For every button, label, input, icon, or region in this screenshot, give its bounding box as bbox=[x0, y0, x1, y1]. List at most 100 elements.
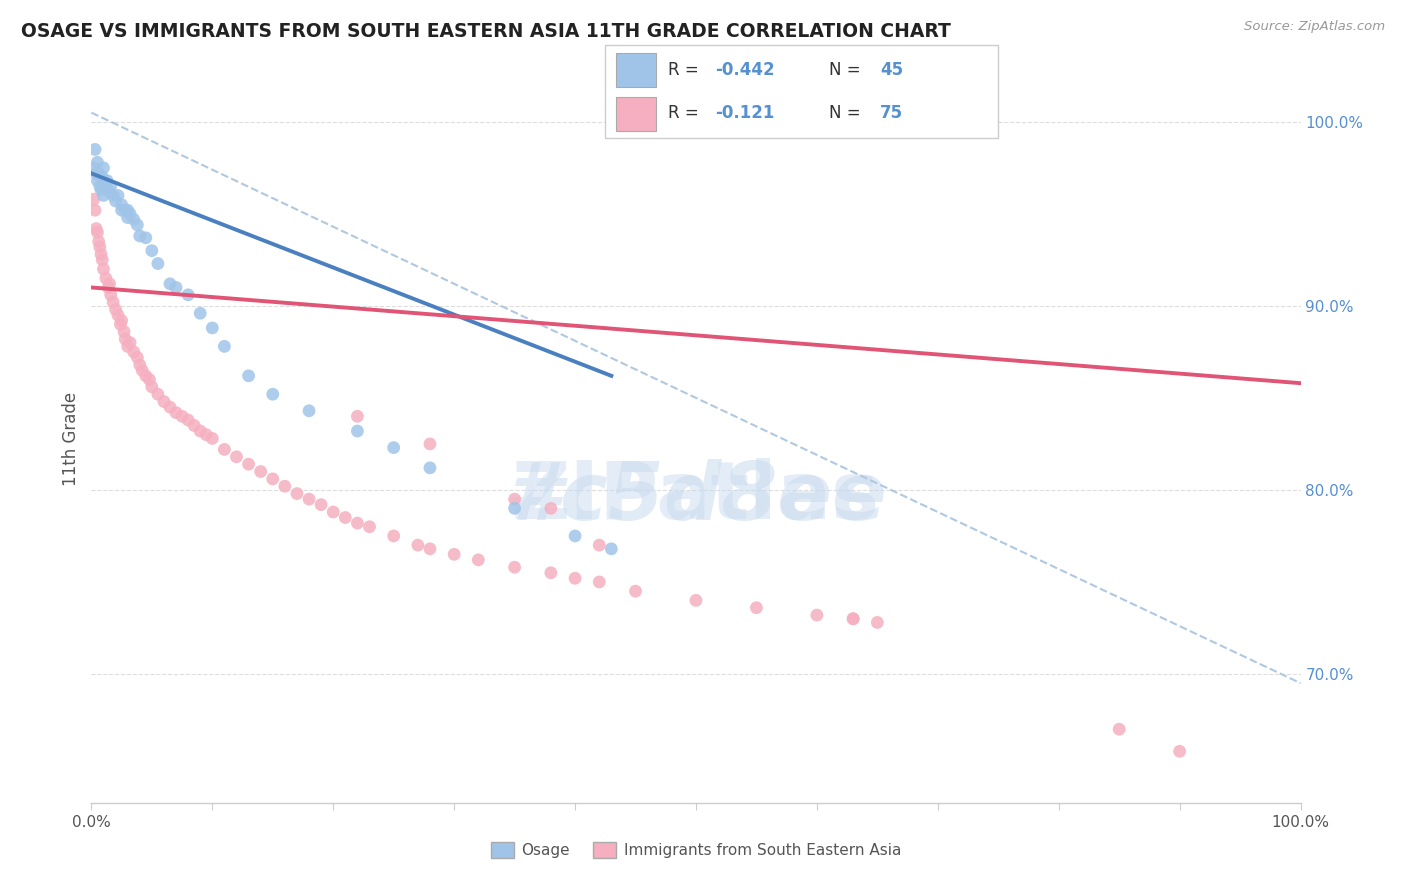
Point bbox=[101, 295, 124, 310]
Point bbox=[120, 207, 142, 221]
Point bbox=[91, 169, 114, 184]
Point bbox=[111, 203, 132, 218]
Point bbox=[100, 179, 122, 194]
Point bbox=[84, 143, 107, 157]
Point bbox=[153, 394, 176, 409]
Text: Source: ZipAtlas.com: Source: ZipAtlas.com bbox=[1244, 20, 1385, 33]
Point bbox=[112, 325, 135, 339]
Point bbox=[131, 363, 153, 377]
Point bbox=[135, 231, 157, 245]
Point bbox=[467, 553, 489, 567]
Point bbox=[298, 492, 321, 507]
Point bbox=[309, 498, 332, 512]
Point bbox=[1108, 722, 1130, 736]
Point bbox=[419, 437, 441, 451]
Point bbox=[177, 413, 200, 427]
Point bbox=[101, 188, 124, 202]
Point bbox=[443, 547, 465, 561]
Point bbox=[588, 574, 610, 589]
Point bbox=[195, 427, 218, 442]
Point bbox=[128, 358, 150, 372]
Text: N =: N = bbox=[830, 61, 866, 78]
Point bbox=[274, 479, 297, 493]
Text: R =: R = bbox=[668, 104, 703, 122]
Point bbox=[285, 486, 308, 500]
Point bbox=[117, 203, 139, 218]
Point bbox=[382, 441, 405, 455]
Point bbox=[98, 277, 121, 291]
Point bbox=[89, 240, 111, 254]
Point bbox=[188, 424, 211, 438]
Point bbox=[89, 179, 111, 194]
Point bbox=[419, 541, 441, 556]
Point bbox=[419, 460, 441, 475]
Point bbox=[540, 501, 562, 516]
Point bbox=[90, 183, 112, 197]
Point bbox=[83, 161, 105, 175]
Point bbox=[225, 450, 247, 464]
Point bbox=[382, 529, 405, 543]
Point bbox=[86, 174, 108, 188]
Text: R =: R = bbox=[668, 61, 703, 78]
Point bbox=[346, 516, 368, 530]
Point bbox=[86, 155, 108, 169]
Point bbox=[122, 212, 145, 227]
Point bbox=[540, 566, 562, 580]
Point bbox=[806, 608, 828, 623]
Point bbox=[84, 166, 107, 180]
Point bbox=[322, 505, 344, 519]
Point bbox=[138, 372, 160, 386]
Point bbox=[503, 492, 526, 507]
Point bbox=[503, 501, 526, 516]
Point bbox=[117, 211, 139, 225]
Point bbox=[83, 192, 105, 206]
Point bbox=[114, 203, 136, 218]
Point bbox=[159, 400, 181, 414]
FancyBboxPatch shape bbox=[616, 97, 655, 131]
Point bbox=[172, 409, 194, 424]
Point bbox=[214, 442, 236, 457]
Point bbox=[135, 368, 157, 383]
FancyBboxPatch shape bbox=[616, 53, 655, 87]
Point bbox=[87, 235, 110, 249]
Point bbox=[262, 387, 284, 401]
Point bbox=[86, 225, 108, 239]
Point bbox=[406, 538, 429, 552]
Point bbox=[564, 529, 586, 543]
Point bbox=[503, 560, 526, 574]
Point bbox=[104, 302, 127, 317]
Point bbox=[141, 380, 163, 394]
Point bbox=[1168, 744, 1191, 758]
Point bbox=[214, 339, 236, 353]
Point bbox=[298, 404, 321, 418]
Point bbox=[127, 351, 149, 365]
Point bbox=[114, 332, 136, 346]
Point bbox=[177, 288, 200, 302]
Text: ZIPatlas: ZIPatlas bbox=[512, 458, 880, 536]
Point bbox=[93, 188, 115, 202]
Point bbox=[100, 288, 122, 302]
Point bbox=[866, 615, 889, 630]
Legend: Osage, Immigrants from South Eastern Asia: Osage, Immigrants from South Eastern Asi… bbox=[485, 836, 907, 864]
Point bbox=[346, 409, 368, 424]
Point bbox=[146, 387, 169, 401]
Text: OSAGE VS IMMIGRANTS FROM SOUTH EASTERN ASIA 11TH GRADE CORRELATION CHART: OSAGE VS IMMIGRANTS FROM SOUTH EASTERN A… bbox=[21, 22, 950, 41]
Point bbox=[335, 510, 357, 524]
Point bbox=[262, 472, 284, 486]
Point bbox=[94, 179, 117, 194]
Text: 45: 45 bbox=[880, 61, 903, 78]
Point bbox=[107, 308, 129, 322]
Point bbox=[111, 313, 132, 327]
Point bbox=[96, 174, 118, 188]
Point bbox=[107, 188, 129, 202]
Point bbox=[91, 252, 114, 267]
Point bbox=[564, 571, 586, 585]
Point bbox=[111, 197, 132, 211]
Point bbox=[104, 194, 127, 208]
Point bbox=[97, 280, 120, 294]
Point bbox=[117, 339, 139, 353]
Point bbox=[127, 218, 149, 232]
Point bbox=[120, 335, 142, 350]
Point bbox=[98, 185, 121, 199]
Point bbox=[159, 277, 181, 291]
